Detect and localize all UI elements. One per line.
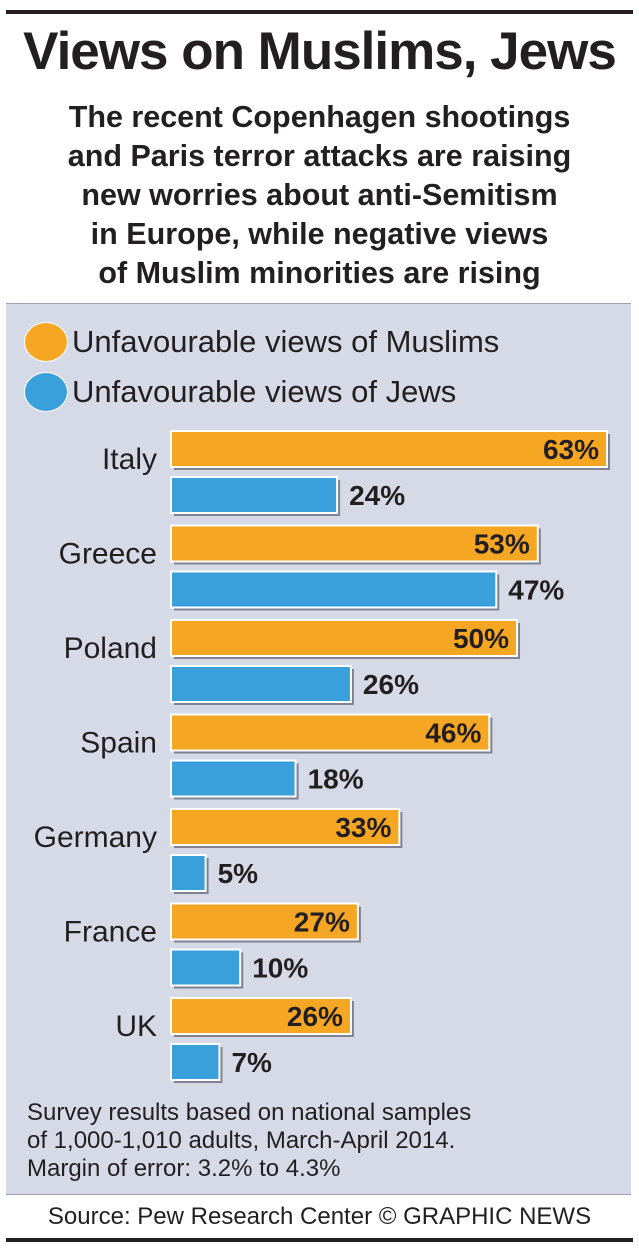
bar-jews [170, 759, 297, 798]
category-label: Greece [59, 538, 157, 571]
category-label: Spain [80, 727, 157, 760]
bar-muslims [170, 713, 491, 752]
survey-note: Survey results based on national samples… [27, 1099, 627, 1183]
bar-muslims [170, 619, 519, 657]
subtitle-line: and Paris terror attacks are raising [67, 139, 572, 173]
legend-swatch-jews [24, 372, 68, 412]
subtitle-line: new worries about anti-Semitism [81, 178, 558, 212]
chart-title: Views on Muslims, Jews [23, 22, 617, 81]
chart-panel: Unfavourable views of Muslims Unfavourab… [6, 303, 631, 1195]
legend-label-muslims: Unfavourable views of Muslims [72, 324, 500, 359]
value-label: 33% [335, 812, 391, 843]
category-label: UK [115, 1010, 157, 1043]
value-label: 18% [308, 764, 364, 795]
value-label: 7% [231, 1047, 272, 1078]
category-label: France [64, 916, 157, 949]
value-label: 26% [363, 669, 419, 700]
value-label: 27% [294, 907, 350, 938]
value-label: 53% [474, 529, 530, 560]
bar-jews [170, 1043, 221, 1081]
bar-muslims [170, 902, 359, 941]
subtitle-line: of Muslim minorities are rising [98, 256, 541, 290]
value-label: 63% [543, 434, 599, 465]
value-label: 10% [252, 953, 308, 984]
legend-swatch-muslims [24, 322, 68, 362]
value-label: 47% [508, 575, 564, 606]
bar-jews [170, 948, 242, 987]
bar-jews [170, 665, 352, 703]
bar-muslims [170, 524, 539, 563]
bottom-rule [6, 1238, 633, 1242]
value-label: 50% [453, 623, 509, 654]
bar-jews [170, 476, 339, 514]
subtitle-line: in Europe, while negative views [90, 217, 549, 251]
legend-label-jews: Unfavourable views of Jews [72, 374, 457, 409]
source-credit: Source: Pew Research Center © GRAPHIC NE… [47, 1203, 592, 1230]
value-label: 5% [218, 858, 259, 889]
top-rule [6, 10, 633, 14]
category-label: Italy [102, 443, 157, 476]
bar-muslims [170, 808, 401, 846]
subtitle-line: The recent Copenhagen shootings [68, 100, 571, 134]
note-line: Margin of error: 3.2% to 4.3% [27, 1155, 341, 1182]
bar-jews [170, 570, 498, 609]
note-line: of 1,000-1,010 adults, March-April 2014. [27, 1127, 456, 1154]
value-label: 26% [287, 1001, 343, 1032]
chart-subtitle: The recent Copenhagen shootings and Pari… [0, 98, 639, 293]
bar-muslims [170, 997, 352, 1035]
category-label: Germany [34, 821, 157, 854]
bar-jews [170, 854, 207, 892]
value-label: 24% [349, 480, 405, 511]
note-line: Survey results based on national samples [27, 1099, 472, 1126]
value-label: 46% [425, 718, 481, 749]
bar-muslims [170, 430, 608, 468]
category-label: Poland [64, 632, 157, 665]
bar-chart: Italy 63% 24% Greece 53% 47% Poland 50% 26% Spain… [34, 430, 610, 1083]
